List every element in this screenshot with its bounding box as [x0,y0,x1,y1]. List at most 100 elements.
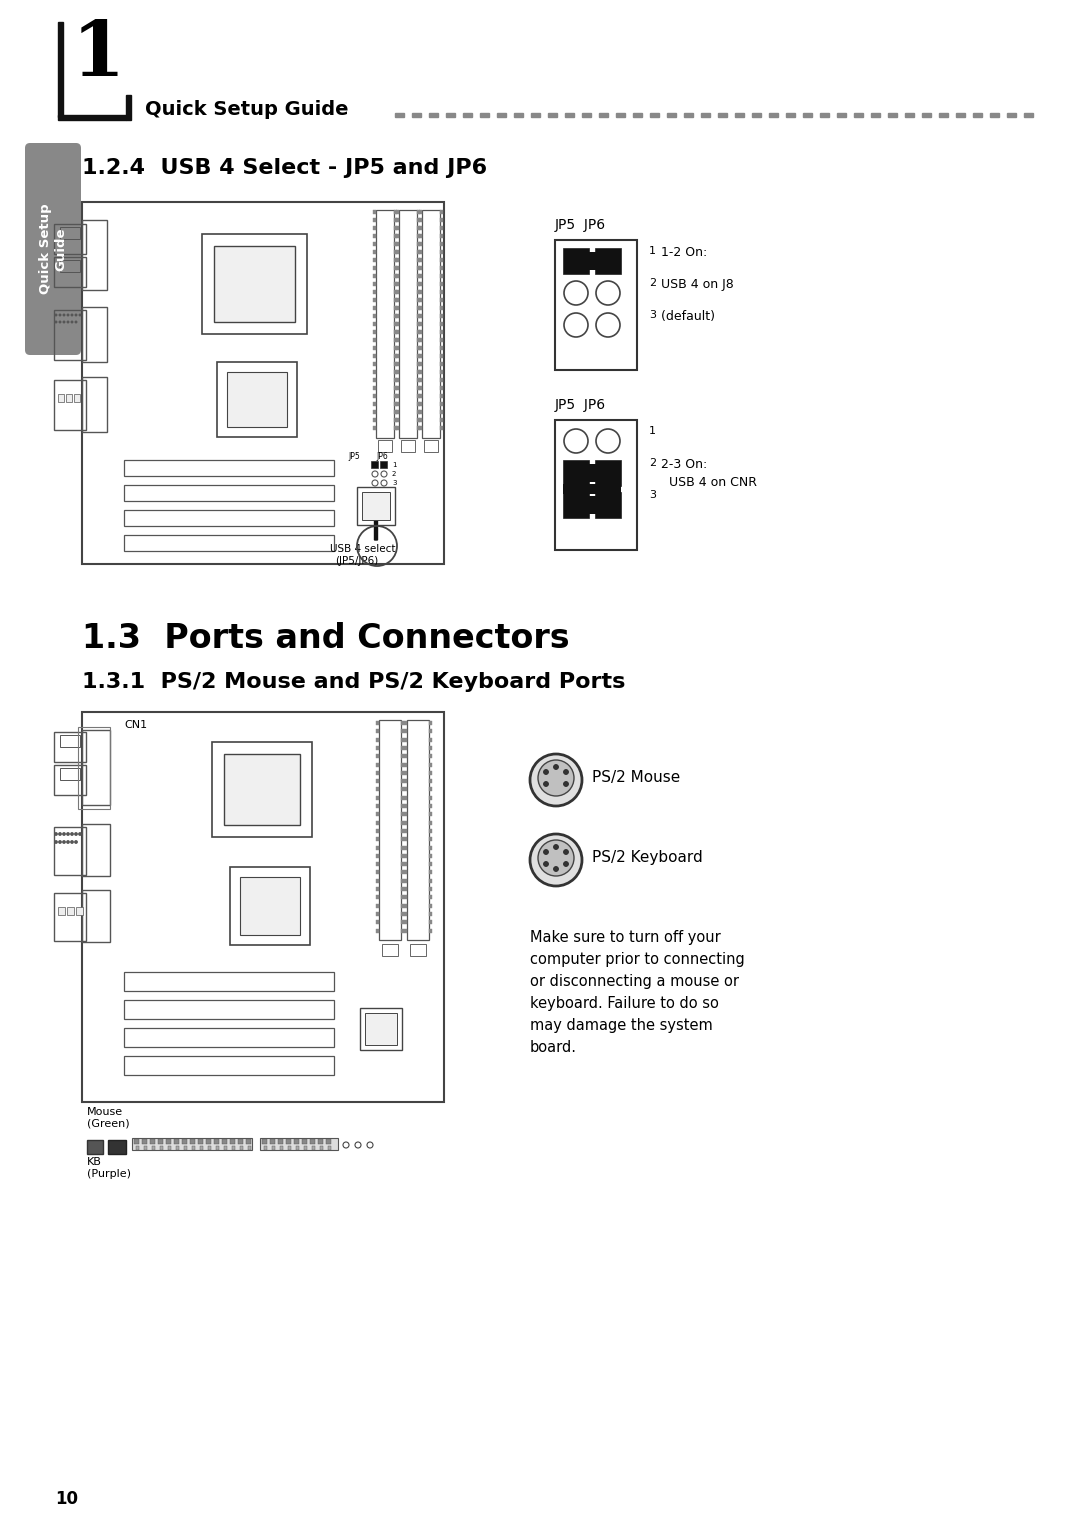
Bar [183,1139,187,1144]
Bar [401,821,404,824]
Bar [376,812,379,816]
Bar [394,209,397,214]
Bar [440,234,443,239]
Bar [429,846,432,850]
Bar [956,113,966,118]
Bar [373,394,376,398]
Bar [150,1139,156,1144]
Bar [214,1139,219,1144]
Bar [373,362,376,365]
Bar [417,313,420,318]
Bar [373,417,376,422]
Circle shape [564,850,568,855]
Text: (default): (default) [657,310,715,323]
Bar [248,1147,251,1150]
Bar [394,313,397,318]
Bar [404,729,407,734]
Circle shape [530,754,582,806]
Bar [288,1147,291,1150]
Text: PS/2 Mouse: PS/2 Mouse [592,771,680,784]
Bar [440,298,443,303]
Bar [401,928,404,933]
Bar [373,266,376,271]
Bar [230,1139,235,1144]
Bar [440,385,443,390]
Bar [514,113,523,118]
Bar [264,1147,267,1150]
Bar [429,763,432,766]
Bar [401,754,404,758]
Bar [376,821,379,824]
Circle shape [564,430,588,453]
Bar [419,346,422,350]
Bar [419,402,422,407]
Bar [78,726,110,809]
Bar [376,870,379,875]
Bar [328,1147,330,1150]
Bar [214,246,295,323]
Circle shape [63,321,65,323]
Bar [75,394,80,402]
Bar [563,492,589,518]
Bar [396,306,399,310]
Bar [419,298,422,303]
Circle shape [355,1142,361,1148]
Circle shape [564,769,568,775]
Bar [396,226,399,229]
Bar [417,251,420,254]
Bar [404,887,407,891]
Text: 1: 1 [392,462,396,468]
Bar [404,862,407,865]
Bar [54,764,86,795]
Bar [158,1139,163,1144]
Bar [396,394,399,398]
Bar [417,394,420,398]
Bar [198,1139,203,1144]
Bar [394,219,397,222]
Circle shape [79,833,81,835]
Bar [357,488,395,524]
Bar [404,904,407,908]
Bar [401,722,404,725]
Bar [396,410,399,414]
Bar [376,771,379,775]
Bar [217,362,297,437]
Circle shape [564,313,588,336]
Bar [417,370,420,375]
Bar [82,378,107,433]
Bar [419,385,422,390]
Bar [396,234,399,239]
Bar [373,370,376,375]
Bar [429,737,432,742]
Text: 3: 3 [649,489,656,500]
Bar [82,729,110,804]
Bar [396,258,399,261]
Bar [394,362,397,365]
Bar [376,879,379,882]
Bar [376,887,379,891]
Bar [376,780,379,783]
Bar [440,251,443,254]
Bar [396,362,399,365]
Bar [563,248,589,274]
Bar [396,219,399,222]
Circle shape [543,861,549,867]
Bar [429,113,438,118]
Bar [202,234,307,333]
Bar [373,251,376,254]
Bar [378,440,392,453]
Bar [376,928,379,933]
Bar [429,812,432,816]
Bar [394,355,397,358]
Bar [440,274,443,278]
Bar [373,378,376,382]
Bar [396,281,399,286]
Circle shape [71,313,73,317]
Bar [401,879,404,882]
Bar [376,787,379,792]
Bar [396,313,399,318]
Bar [480,113,489,118]
Bar [440,219,443,222]
Bar [260,1138,338,1150]
Bar [820,113,829,118]
